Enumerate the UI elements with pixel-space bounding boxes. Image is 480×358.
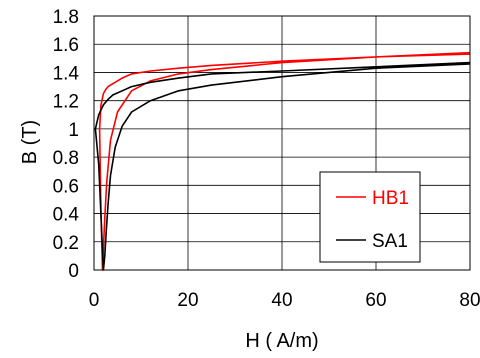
x-tick-label-2: 40	[271, 290, 292, 311]
series-group	[94, 51, 471, 271]
y-tick-labels: 0 0.2 0.4 0.6 0.8 1 1.2 1.4 1.6 1.8	[53, 7, 80, 282]
x-axis-label: H ( A/m)	[245, 330, 318, 352]
legend: HB1 SA1	[319, 171, 421, 263]
y-tick-label-0: 0	[68, 261, 79, 282]
y-tick-label-5: 1	[68, 120, 79, 141]
x-tick-label-1: 20	[177, 290, 198, 311]
y-tick-label-8: 1.6	[53, 35, 79, 56]
y-tick-label-6: 1.2	[53, 92, 79, 113]
y-tick-label-4: 0.8	[53, 148, 79, 169]
y-tick-label-1: 0.2	[53, 233, 79, 254]
x-tick-labels: 0 20 40 60 80	[89, 290, 480, 311]
legend-box	[319, 171, 421, 263]
y-axis-label: B (T)	[19, 120, 41, 164]
series-sa1-line	[94, 61, 471, 271]
y-tick-label-3: 0.6	[53, 176, 79, 197]
y-tick-label-7: 1.4	[53, 63, 80, 84]
legend-label-hb1: HB1	[372, 188, 409, 209]
y-tick-label-9: 1.8	[53, 7, 79, 28]
y-tick-label-2: 0.4	[53, 205, 80, 226]
x-tick-label-4: 80	[459, 290, 480, 311]
plot-frame	[93, 15, 471, 271]
x-tick-label-3: 60	[365, 290, 386, 311]
series-hb1-line	[98, 51, 471, 271]
x-tick-label-0: 0	[89, 290, 100, 311]
legend-label-sa1: SA1	[372, 231, 408, 252]
